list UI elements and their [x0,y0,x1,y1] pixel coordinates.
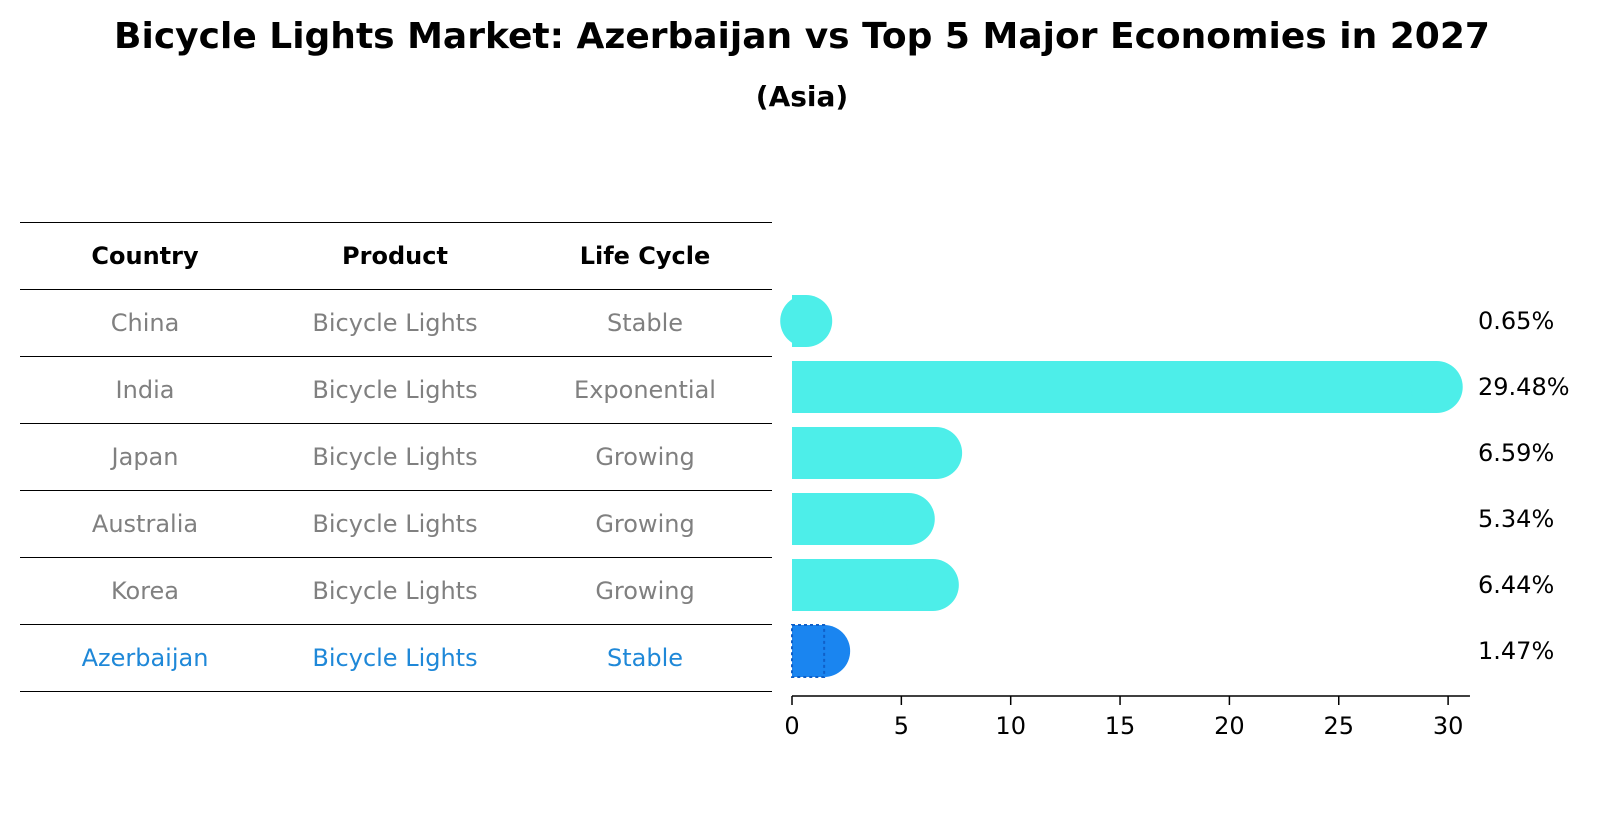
cell-life-cycle: Exponential [574,376,716,404]
value-label: 0.65% [1478,307,1554,335]
cell-life-cycle: Growing [595,510,695,538]
table-row-highlight: Azerbaijan Bicycle Lights Stable [20,624,772,692]
cell-country: Japan [111,443,179,471]
x-tick-label: 0 [784,712,799,740]
bar-australia [792,493,935,545]
table-row: Korea Bicycle Lights Growing [20,557,772,624]
header-product: Product [342,242,448,270]
cell-country: Korea [110,577,180,605]
table-row: China Bicycle Lights Stable [20,289,772,356]
bar-body [792,361,1437,413]
bar-cap [798,625,851,677]
bar-cap [1410,361,1463,413]
bar-azerbaijan [791,624,851,678]
data-table: Country Product Life Cycle China Bicycle… [20,222,772,692]
x-tick-label: 15 [1105,712,1136,740]
cell-country: China [110,309,180,337]
value-label: 1.47% [1478,637,1554,665]
value-label: 29.48% [1478,373,1570,401]
table-row: India Bicycle Lights Exponential [20,356,772,423]
cell-country: India [115,376,175,404]
value-label: 6.59% [1478,439,1554,467]
bar-cap [910,427,963,479]
x-tick-label: 30 [1433,712,1464,740]
cell-product: Bicycle Lights [312,376,478,404]
table-row: Australia Bicycle Lights Growing [20,490,772,557]
bar-cap [882,493,935,545]
bar-cap [906,559,959,611]
cell-life-cycle: Stable [606,309,684,337]
chart-subtitle: (Asia) [755,80,849,113]
chart-title: Bicycle Lights Market: Azerbaijan vs Top… [114,16,1490,57]
bar-india [792,361,1463,413]
cell-country: Australia [91,510,199,538]
cell-life-cycle: Stable [606,644,684,672]
x-tick-label: 5 [894,712,909,740]
header-country: Country [91,242,199,270]
cell-life-cycle: Growing [595,577,695,605]
cell-life-cycle: Growing [595,443,695,471]
value-label: 6.44% [1478,571,1554,599]
value-label: 5.34% [1478,505,1554,533]
table-header-row: Country Product Life Cycle [20,222,772,289]
cell-product: Bicycle Lights [312,510,478,538]
cell-product: Bicycle Lights [312,443,478,471]
cell-country: Azerbaijan [81,644,209,672]
bar-japan [792,427,963,479]
bar-korea [792,559,959,611]
cell-product: Bicycle Lights [312,577,478,605]
x-tick-label: 10 [995,712,1026,740]
x-tick-label: 20 [1214,712,1245,740]
cell-product: Bicycle Lights [312,309,478,337]
x-tick-label: 25 [1323,712,1354,740]
bar-china [780,295,833,347]
header-life-cycle: Life Cycle [579,242,711,270]
bar-cap [780,295,833,347]
table-row: Japan Bicycle Lights Growing [20,423,772,490]
cell-product: Bicycle Lights [312,644,478,672]
